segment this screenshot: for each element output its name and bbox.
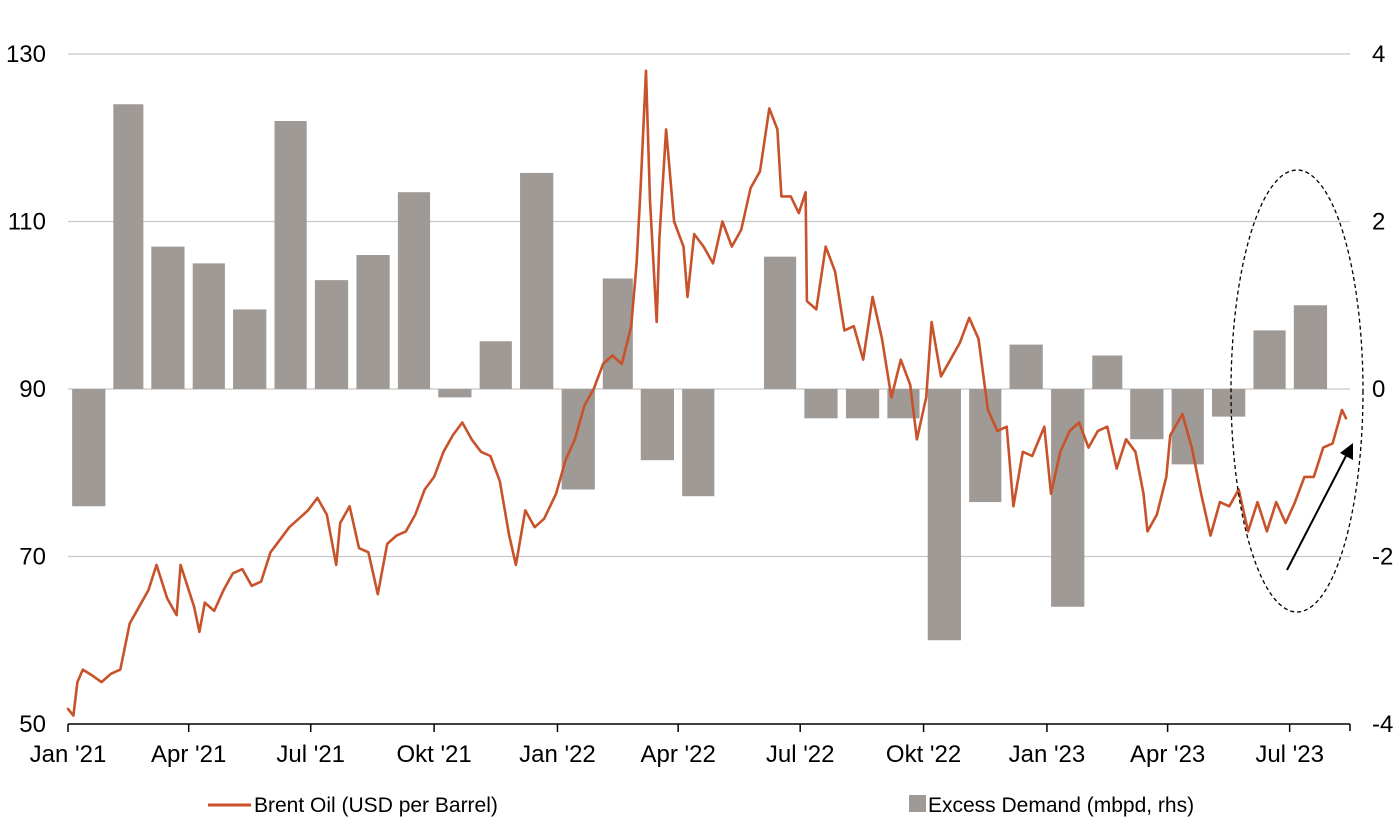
bar-excess-demand <box>763 256 797 389</box>
x-tick-label: Jul '21 <box>276 741 345 768</box>
trend-arrow-head <box>1340 443 1353 460</box>
legend-label-brent: Brent Oil (USD per Barrel) <box>254 794 498 817</box>
line-series-brent-oil <box>66 69 1348 717</box>
y-left-tick-label: 50 <box>19 711 46 738</box>
bar-excess-demand <box>72 389 106 507</box>
y-left-tick-label: 130 <box>6 41 46 68</box>
bar-excess-demand <box>1009 344 1043 389</box>
bar-excess-demand <box>520 172 554 389</box>
bar-excess-demand <box>845 389 880 419</box>
x-tick-label: Apr '23 <box>1130 741 1205 768</box>
bar-excess-demand <box>1293 305 1328 389</box>
bar-excess-demand <box>1253 330 1286 389</box>
x-axis <box>67 723 1351 732</box>
bar-excess-demand <box>1171 389 1204 465</box>
y-right-tick-label: -2 <box>1372 544 1393 571</box>
bar-excess-demand <box>233 309 267 389</box>
bar-excess-demand <box>274 121 307 389</box>
bar-excess-demand <box>561 389 595 490</box>
bar-excess-demand <box>356 255 390 389</box>
x-tick-label: Apr '21 <box>151 741 226 768</box>
highlight-ellipse <box>1230 169 1364 613</box>
legend-label-excess-demand: Excess Demand (mbpd, rhs) <box>928 794 1194 817</box>
bar-excess-demand <box>1130 389 1164 440</box>
bar-excess-demand <box>804 389 838 419</box>
tick-labels: 50 70 90 110 130 -4 -2 0 2 4 Jan '21 Apr '21 Jul '21… <box>6 41 1393 768</box>
y-left-tick-label: 90 <box>19 376 46 403</box>
bar-excess-demand <box>1092 355 1123 389</box>
bar-excess-demand <box>969 389 1002 503</box>
bar-excess-demand <box>438 389 472 398</box>
bar-excess-demand <box>314 280 349 389</box>
y-right-tick-label: 0 <box>1372 376 1385 403</box>
x-tick-label: Apr '22 <box>641 741 716 768</box>
x-tick-label: Jan '23 <box>1009 741 1086 768</box>
y-left-tick-label: 70 <box>19 544 46 571</box>
y-right-tick-label: 4 <box>1372 41 1385 68</box>
y-right-tick-label: -4 <box>1372 711 1393 738</box>
bar-excess-demand <box>682 389 715 497</box>
bar-excess-demand <box>397 192 431 389</box>
x-tick-label: Okt '21 <box>396 741 471 768</box>
bar-excess-demand <box>640 389 674 461</box>
bar-excess-demand <box>151 246 185 389</box>
x-tick-label: Jan '21 <box>30 741 107 768</box>
bar-excess-demand <box>602 278 633 389</box>
x-tick-label: Jan '22 <box>519 741 596 768</box>
bar-excess-demand <box>479 341 512 389</box>
legend: Brent Oil (USD per Barrel) Excess Demand… <box>208 794 1194 817</box>
legend-bar-swatch <box>909 795 926 812</box>
trend-arrow <box>1286 451 1349 571</box>
bar-excess-demand <box>927 389 961 641</box>
bar-series-excess-demand <box>72 104 1328 641</box>
bar-excess-demand <box>113 104 144 389</box>
bar-excess-demand <box>1212 389 1246 417</box>
brent-oil-line <box>66 69 1348 717</box>
x-tick-label: Jul '22 <box>766 741 835 768</box>
x-tick-label: Jul '23 <box>1255 741 1324 768</box>
annotation <box>1230 169 1364 613</box>
y-right-tick-label: 2 <box>1372 209 1385 236</box>
bar-excess-demand <box>192 263 225 389</box>
y-left-tick-label: 110 <box>8 209 46 236</box>
x-tick-label: Okt '22 <box>886 741 961 768</box>
